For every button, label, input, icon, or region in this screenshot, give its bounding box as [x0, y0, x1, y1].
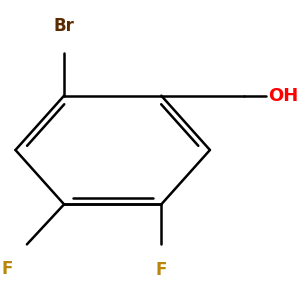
Text: F: F [1, 260, 13, 278]
Text: OH: OH [268, 87, 298, 105]
Text: Br: Br [54, 16, 74, 34]
Text: F: F [156, 261, 167, 279]
